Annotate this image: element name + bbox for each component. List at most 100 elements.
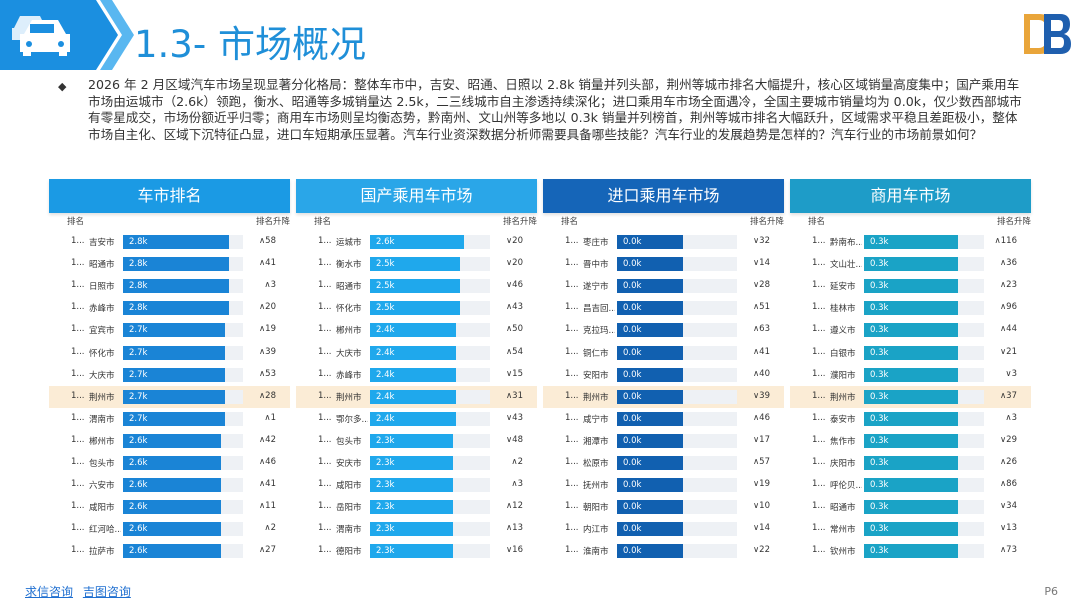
row-rank: 1... <box>318 368 332 379</box>
sales-bar: 0.0k <box>617 279 683 294</box>
row-city: 岳阳市 <box>336 503 362 514</box>
link-jitu[interactable]: 吉图咨询 <box>82 585 131 599</box>
sales-bar: 0.3k <box>864 478 958 493</box>
sales-bar-track: 0.3k <box>864 323 984 338</box>
row-city: 淮南市 <box>583 547 609 558</box>
table-row: 1... 安庆市 2.3k ∧2 <box>296 452 537 474</box>
sales-value: 0.3k <box>870 435 889 446</box>
table-row: 1... 荆州市 0.3k ∧37 <box>790 385 1031 408</box>
table-row: 1... 钦州市 0.3k ∧73 <box>790 540 1031 562</box>
sales-bar: 0.3k <box>864 456 958 470</box>
sales-bar: 2.8k <box>123 279 229 294</box>
row-rank: 1... <box>71 457 85 467</box>
table-row: 1... 松原市 0.0k ∧57 <box>543 452 784 474</box>
table-row: 1... 枣庄市 0.0k ∨32 <box>543 231 784 253</box>
row-rank: 1... <box>71 479 85 490</box>
sales-bar-track: 2.7k <box>123 345 243 360</box>
table-row: 1... 包头市 2.3k ∨48 <box>296 430 537 452</box>
sales-value: 0.0k <box>623 435 642 446</box>
sales-bar-track: 0.0k <box>617 456 737 470</box>
sales-value: 2.4k <box>376 325 395 336</box>
row-rank: 1... <box>71 258 85 269</box>
rank-change: ∧26 <box>999 457 1017 467</box>
panel-1: 国产乘用车市场 排名 排名升降 1... 运城市 2.6k ∨20 1... 衡水市 2.5k ∨2… <box>296 179 537 559</box>
rank-change: ∧46 <box>258 457 276 467</box>
sales-value: 2.4k <box>376 347 395 358</box>
table-row: 1... 渭南市 2.7k ∧1 <box>49 408 290 430</box>
table-row: 1... 日照市 2.8k ∧3 <box>49 275 290 297</box>
rank-change: ∨48 <box>505 434 523 445</box>
row-city: 荆州市 <box>89 392 115 403</box>
row-rank: 1... <box>318 258 332 269</box>
row-city: 德阳市 <box>336 547 362 558</box>
sales-value: 0.0k <box>623 237 642 247</box>
rank-change: ∧43 <box>505 302 523 313</box>
sales-bar: 0.3k <box>864 279 958 294</box>
sales-bar: 0.3k <box>864 544 958 559</box>
sales-bar-track: 2.8k <box>123 301 243 316</box>
sales-bar: 2.3k <box>370 544 453 559</box>
row-rank: 1... <box>812 501 826 512</box>
panel-title: 进口乘用车市场 <box>543 179 784 213</box>
link-qiuxin[interactable]: 求信咨询 <box>25 585 74 599</box>
sales-bar: 2.5k <box>370 279 460 294</box>
sales-bar-track: 0.3k <box>864 478 984 493</box>
sales-value: 2.5k <box>376 259 395 270</box>
sales-bar: 0.3k <box>864 433 958 448</box>
row-rank: 1... <box>565 258 579 269</box>
row-city: 大庆市 <box>89 370 115 381</box>
table-row: 1... 衡水市 2.5k ∨20 <box>296 253 537 275</box>
row-city: 渭南市 <box>89 414 115 425</box>
row-city: 红河哈... <box>89 525 121 536</box>
table-row: 1... 克拉玛... 0.0k ∧63 <box>543 319 784 341</box>
row-city: 延安市 <box>830 282 856 293</box>
table-row: 1... 内江市 0.0k ∨14 <box>543 518 784 540</box>
table-row: 1... 朝阳市 0.0k ∨10 <box>543 496 784 518</box>
sales-bar: 0.0k <box>617 500 683 515</box>
sales-value: 2.6k <box>376 237 395 247</box>
row-rank: 1... <box>565 236 579 246</box>
row-rank: 1... <box>318 501 332 512</box>
sales-bar: 2.4k <box>370 411 456 426</box>
sales-bar-track: 2.6k <box>370 235 490 249</box>
sales-bar: 2.6k <box>123 433 221 448</box>
sales-value: 0.3k <box>870 347 889 358</box>
row-city: 运城市 <box>336 238 362 248</box>
sales-value: 0.3k <box>870 524 889 535</box>
column-header: 排名 排名升降 <box>49 213 290 229</box>
table-row: 1... 拉萨市 2.6k ∧27 <box>49 540 290 562</box>
page-number: P6 <box>1044 585 1058 598</box>
sales-bar-track: 0.0k <box>617 500 737 515</box>
row-rank: 1... <box>318 457 332 467</box>
table-row: 1... 焦作市 0.3k ∨29 <box>790 430 1031 452</box>
row-rank: 1... <box>565 501 579 512</box>
row-city: 怀化市 <box>89 348 115 359</box>
rank-change: ∨29 <box>999 434 1017 445</box>
sales-bar-track: 0.0k <box>617 235 737 249</box>
table-row: 1... 六安市 2.6k ∧41 <box>49 474 290 496</box>
sales-value: 2.7k <box>129 413 148 424</box>
rank-change: ∧19 <box>258 324 276 335</box>
sales-value: 2.7k <box>129 369 148 380</box>
row-rank: 1... <box>812 324 826 335</box>
sales-bar-track: 2.6k <box>123 456 243 470</box>
row-city: 渭南市 <box>336 525 362 536</box>
table-row: 1... 安阳市 0.0k ∧40 <box>543 364 784 386</box>
sales-value: 2.6k <box>129 435 148 446</box>
sales-bar: 0.0k <box>617 456 683 470</box>
sales-value: 0.0k <box>623 458 642 468</box>
row-rank: 1... <box>318 390 332 401</box>
rank-change: ∧50 <box>505 324 523 335</box>
table-row: 1... 昭通市 0.3k ∨34 <box>790 496 1031 518</box>
row-city: 克拉玛... <box>583 326 615 337</box>
row-rank: 1... <box>565 545 579 556</box>
row-rank: 1... <box>318 324 332 335</box>
sales-value: 2.3k <box>376 524 395 535</box>
table-row: 1... 怀化市 2.7k ∧39 <box>49 342 290 364</box>
sales-bar: 0.0k <box>617 367 683 382</box>
sales-value: 2.7k <box>129 347 148 358</box>
sales-bar-track: 2.3k <box>370 500 490 515</box>
rank-change: ∧46 <box>752 412 770 423</box>
row-rank: 1... <box>71 236 85 246</box>
row-city: 朝阳市 <box>583 503 609 514</box>
